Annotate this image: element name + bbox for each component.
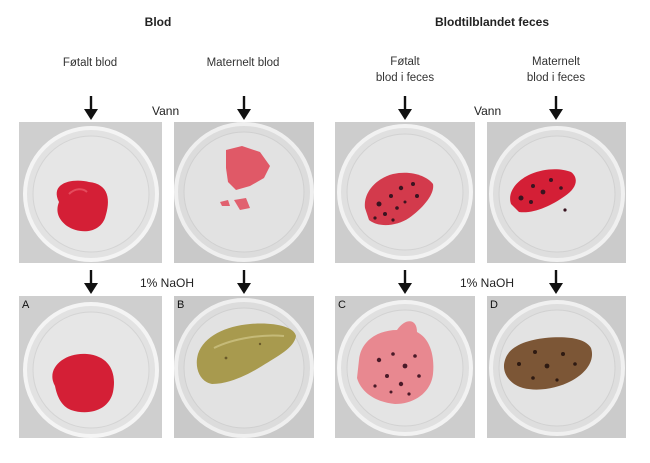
label-fetal-fecal-line2: blod i feces <box>375 72 435 84</box>
down-arrow-icon <box>549 96 563 120</box>
panel-letter-c: C <box>338 299 346 311</box>
label-water-right: Vann <box>474 104 502 118</box>
photo-fetal-blood-water <box>19 122 162 263</box>
label-maternal-fecal-line1: Maternelt <box>532 56 580 68</box>
label-fetal-blood: Føtalt blod <box>62 57 118 69</box>
label-maternal-fecal-line2: blod i feces <box>526 72 586 84</box>
down-arrow-icon <box>549 270 563 294</box>
down-arrow-icon <box>237 96 251 120</box>
label-fetal-fecal: Føtalt blod i feces <box>345 54 465 86</box>
label-fetal-fecal-line1: Føtalt <box>390 56 420 68</box>
down-arrow-icon <box>398 96 412 120</box>
down-arrow-icon <box>84 96 98 120</box>
label-maternal-blood: Maternelt blod <box>206 57 280 69</box>
label-water-left: Vann <box>152 104 180 118</box>
down-arrow-icon <box>84 270 98 294</box>
heading-blood: Blod <box>144 15 172 29</box>
label-maternal-fecal: Maternelt blod i feces <box>496 54 616 86</box>
photo-maternal-fecal-water <box>487 122 626 263</box>
label-naoh-right: 1% NaOH <box>460 276 515 290</box>
label-naoh-left: 1% NaOH <box>140 276 195 290</box>
down-arrow-icon <box>398 270 412 294</box>
panel-letter-d: D <box>490 299 498 311</box>
photo-maternal-blood-water <box>174 122 314 263</box>
heading-fecal-blood: Blodtilblandet feces <box>434 15 550 29</box>
panel-letter-b: B <box>177 299 185 311</box>
photo-c-fetal-fecal-naoh: C <box>335 296 475 438</box>
photo-b-maternal-blood-naoh: B <box>174 296 314 438</box>
panel-letter-a: A <box>22 299 30 311</box>
photo-d-maternal-fecal-naoh: D <box>487 296 626 438</box>
down-arrow-icon <box>237 270 251 294</box>
photo-fetal-fecal-water <box>335 122 475 263</box>
photo-a-fetal-blood-naoh: A <box>19 296 162 438</box>
